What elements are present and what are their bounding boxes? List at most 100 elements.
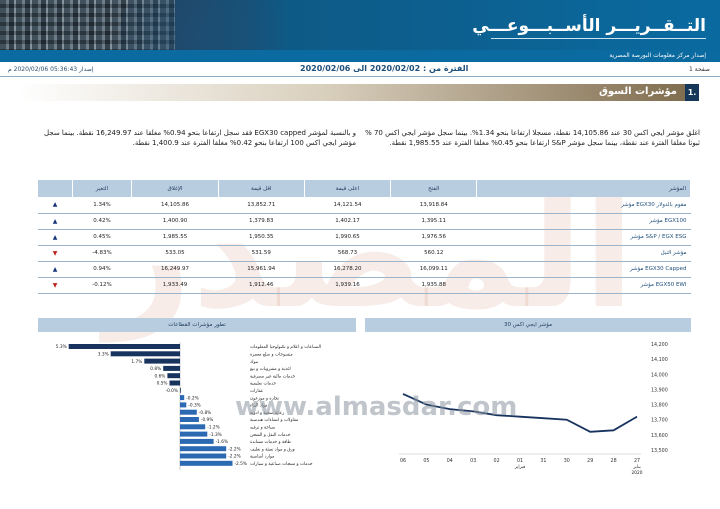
cell-high: 1,402.17: [304, 213, 391, 230]
direction-cell: ▲: [38, 197, 72, 214]
up-arrow-icon: ▲: [52, 217, 58, 225]
sector-bar: [180, 438, 214, 444]
sector-category-label: خدمات النقل و الشحن: [250, 433, 291, 438]
x-tick-label: 02: [494, 458, 500, 464]
market-summary-left: و بالنسبة لمؤشر EGX30 capped فقد سجل ارت…: [44, 129, 356, 147]
bar-value-label: 1.7%: [131, 359, 142, 365]
cell-high: 568.73: [304, 245, 391, 262]
month-label: يناير: [632, 465, 641, 470]
report-period: الفترة من : 2020/02/02 الى 2020/02/06: [300, 64, 469, 73]
x-tick-label: 28: [611, 458, 617, 464]
x-tick-label: 01: [517, 458, 523, 464]
year-label: 2020: [632, 470, 643, 476]
title-underline: [491, 38, 706, 39]
y-tick-label: 13,900: [651, 387, 668, 393]
section-number: 1.: [685, 84, 699, 101]
cell-change: -4.83%: [72, 245, 132, 262]
cell-open: 1,976.56: [390, 229, 477, 246]
table-row: ▲ 0.42% 1,400.90 1,379.83 1,402.17 1,395.11 مؤ…: [38, 213, 691, 230]
col-open: الفتح: [390, 180, 478, 197]
sector-bar: [167, 373, 180, 379]
x-tick-label: 27: [634, 458, 640, 464]
sector-category-label: رعاية صحية و ادوية: [250, 411, 284, 416]
cell-change: 0.94%: [72, 261, 132, 278]
cell-open: 13,918.84: [390, 197, 477, 214]
cell-close: 1,400.90: [131, 213, 219, 230]
cell-low: 15,961.94: [218, 261, 305, 278]
cell-name: مؤشر EGX100: [476, 213, 691, 230]
col-close: الإغلاق: [131, 180, 219, 197]
cell-open: 1,395.11: [390, 213, 477, 230]
cell-name: مؤشر EGX30 مقوم بالدولار: [476, 197, 691, 214]
table-row: ▲ 1.34% 14,105.86 13,852.71 14,121.54 13,918.…: [38, 197, 691, 214]
egx30-chart-title: مؤشر ايجي اكس 30: [365, 318, 691, 332]
sector-bar-chart: 5.3% الصناعات و اعلام و تكنولوجيا المعلوم…: [56, 342, 321, 471]
sector-category-label: الصناعات و اعلام و تكنولوجيا المعلومات: [250, 344, 321, 350]
sector-bar: [180, 395, 185, 401]
direction-cell: ▼: [38, 277, 72, 294]
col-high: اعلى قيمة: [304, 180, 392, 197]
sector-bar: [68, 344, 180, 349]
issuer-strip: إصدار مركز معلومات البورصة المصرية: [0, 50, 720, 62]
indices-table: التغير الإغلاق اقل قيمة اعلى قيمة الفتح …: [38, 180, 691, 294]
sector-bar: [163, 365, 180, 371]
sector-category-label: بنوك: [250, 360, 258, 365]
cell-low: 1,379.83: [218, 213, 305, 230]
sector-category-label: اغذية و مشروبات و تبغ: [250, 367, 291, 372]
x-tick-label: 06: [400, 458, 406, 464]
cell-change: 0.42%: [72, 213, 132, 230]
cell-open: 560.12: [390, 245, 477, 262]
direction-cell: ▼: [38, 245, 72, 262]
cell-change: -0.12%: [72, 277, 132, 294]
sector-category-label: خدمات و منتجات صناعية و سيارات: [250, 462, 313, 467]
report-title: التــقــريـــر الأســبـــوعـــي: [472, 16, 706, 36]
cell-low: 531.59: [218, 245, 305, 262]
cell-change: 0.45%: [72, 229, 132, 246]
y-tick-label: 14,200: [651, 342, 668, 348]
down-arrow-icon: ▼: [52, 281, 58, 289]
col-low: اقل قيمة: [218, 180, 305, 197]
y-tick-label: 13,700: [651, 418, 668, 424]
egx30-line: [402, 393, 638, 433]
y-tick-label: 13,500: [651, 448, 668, 454]
cell-name: مؤشر النيل: [476, 245, 691, 262]
sector-bar: [110, 351, 180, 357]
table-row: ▲ 0.94% 16,249.97 15,961.94 16,278.20 16,099.…: [38, 261, 691, 278]
down-arrow-icon: ▼: [52, 249, 58, 257]
direction-cell: ▲: [38, 213, 72, 230]
x-tick-label: 05: [423, 458, 429, 464]
table-header-row: التغير الإغلاق اقل قيمة اعلى قيمة الفتح …: [38, 180, 691, 197]
divider: [0, 76, 720, 77]
direction-cell: ▲: [38, 261, 72, 278]
sector-chart-title: تطور مؤشرات القطاعات: [38, 318, 356, 332]
x-tick-label: 03: [470, 458, 476, 464]
direction-cell: ▲: [38, 229, 72, 246]
bar-value-label: -2.2%: [228, 446, 240, 452]
sector-category-label: ورق و مواد تعبئة و تغليف: [250, 447, 295, 452]
cell-low: 1,912.46: [218, 277, 305, 294]
up-arrow-icon: ▲: [52, 265, 58, 273]
cell-close: 1,933.49: [131, 277, 219, 294]
bar-value-label: -0.3%: [188, 403, 200, 409]
market-summary-right: اغلق مؤشر ايجي اكس 30 عند 14,105.86 نقطة…: [365, 129, 700, 147]
cell-name: مؤشر EGX50 EWI: [476, 277, 691, 294]
up-arrow-icon: ▲: [52, 233, 58, 241]
col-index: المؤشر: [476, 180, 691, 197]
bar-value-label: -1.2%: [207, 425, 219, 431]
y-tick-label: 13,800: [651, 403, 668, 409]
sector-bar: [180, 424, 206, 430]
sector-bar: [180, 453, 227, 459]
cell-high: 14,121.54: [304, 197, 391, 214]
sector-bar: [169, 380, 180, 386]
cell-close: 1,985.55: [131, 229, 219, 246]
bar-value-label: -0.9%: [201, 417, 213, 423]
sector-category-label: مواد البناء: [250, 404, 267, 409]
table-row: ▼ -0.12% 1,933.49 1,912.46 1,939.16 1,935.88 م…: [38, 277, 691, 294]
sector-category-label: منسوجات و سلع معمرة: [250, 353, 293, 358]
cell-open: 16,099.11: [390, 261, 477, 278]
bar-value-label: 3.3%: [98, 352, 109, 358]
bar-value-label: 0.6%: [154, 373, 165, 379]
cell-name: مؤشر S&P / EGX ESG: [476, 229, 691, 246]
cell-high: 16,278.20: [304, 261, 391, 278]
x-tick-label: 29: [587, 458, 593, 464]
